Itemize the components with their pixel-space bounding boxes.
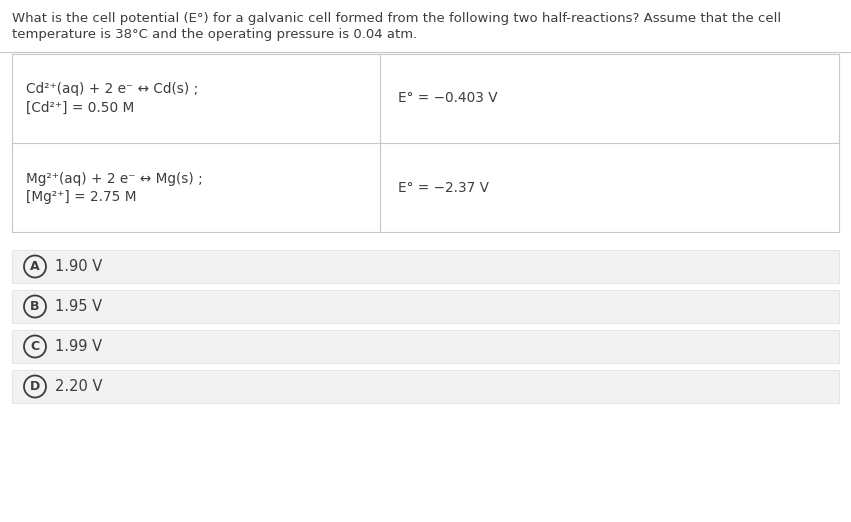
Text: E° = −2.37 V: E° = −2.37 V	[398, 181, 489, 195]
Bar	[12, 370, 839, 403]
Circle shape	[24, 295, 46, 317]
Text: E° = −0.403 V: E° = −0.403 V	[398, 91, 498, 105]
Circle shape	[24, 336, 46, 358]
Text: D: D	[30, 380, 40, 393]
Circle shape	[24, 375, 46, 397]
Bar	[12, 330, 839, 363]
Text: [Cd²⁺] = 0.50 M: [Cd²⁺] = 0.50 M	[26, 101, 134, 114]
Circle shape	[24, 255, 46, 278]
Bar	[12, 290, 839, 323]
Text: Mg²⁺(aq) + 2 e⁻ ↔ Mg(s) ;: Mg²⁺(aq) + 2 e⁻ ↔ Mg(s) ;	[26, 172, 203, 185]
Text: What is the cell potential (E°) for a galvanic cell formed from the following tw: What is the cell potential (E°) for a ga…	[12, 12, 781, 25]
Text: 2.20 V: 2.20 V	[55, 379, 102, 394]
Bar	[12, 250, 839, 283]
Text: B: B	[31, 300, 40, 313]
Text: [Mg²⁺] = 2.75 M: [Mg²⁺] = 2.75 M	[26, 189, 136, 204]
Text: temperature is 38°C and the operating pressure is 0.04 atm.: temperature is 38°C and the operating pr…	[12, 28, 417, 41]
Text: C: C	[31, 340, 39, 353]
Text: 1.90 V: 1.90 V	[55, 259, 102, 274]
Text: Cd²⁺(aq) + 2 e⁻ ↔ Cd(s) ;: Cd²⁺(aq) + 2 e⁻ ↔ Cd(s) ;	[26, 82, 198, 97]
Text: A: A	[30, 260, 40, 273]
Text: 1.99 V: 1.99 V	[55, 339, 102, 354]
Text: 1.95 V: 1.95 V	[55, 299, 102, 314]
